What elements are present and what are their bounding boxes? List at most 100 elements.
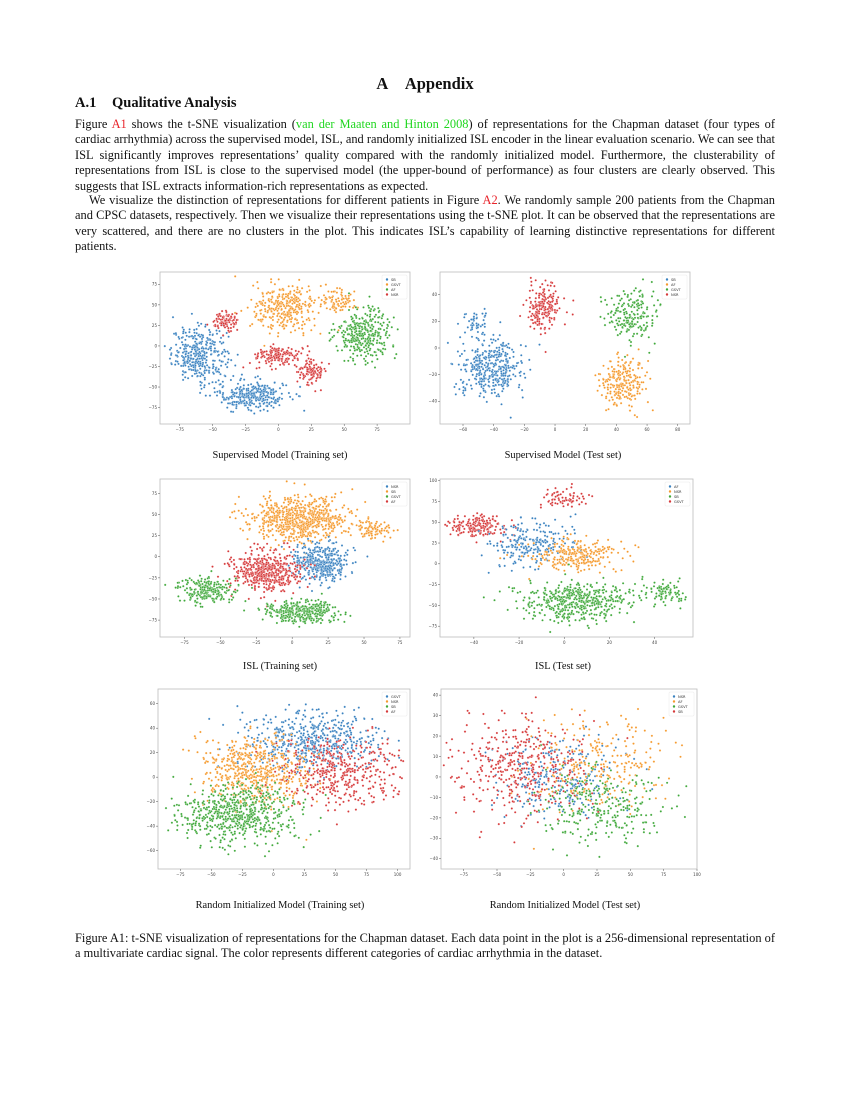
y-tick-label: −75 (429, 624, 438, 629)
subsection-number: A.1 (75, 95, 97, 111)
y-tick-label: 0 (434, 345, 437, 350)
y-tick-label: −40 (429, 399, 438, 404)
legend-label: SB (391, 278, 396, 282)
x-tick-label: −40 (470, 640, 479, 645)
y-tick-label: 40 (432, 292, 438, 297)
x-tick-label: −75 (176, 427, 185, 432)
legend-marker-icon (385, 500, 389, 503)
legend-label: AF (678, 700, 683, 704)
plot-panel-random-train: −75 −50 −25 0 25 50 75 100 −60 −40 −20 0 20 40 60 GSVT N… (145, 686, 420, 891)
x-tick-label: −25 (252, 640, 261, 645)
y-tick-label: 0 (152, 775, 155, 780)
legend-label: GSVT (674, 500, 685, 504)
legend-marker-icon (385, 695, 389, 698)
legend-label: NSR (674, 490, 682, 494)
x-tick-label: −50 (208, 427, 217, 432)
y-tick-label: 75 (432, 499, 438, 504)
x-tick-label: −20 (515, 640, 524, 645)
x-tick-label: −25 (241, 427, 250, 432)
legend-label: NSR (391, 293, 399, 297)
legend-marker-icon (668, 485, 672, 488)
subsection-title-text: Qualitative Analysis (112, 95, 237, 111)
y-tick-label: 50 (432, 520, 438, 525)
legend-marker-icon (385, 293, 389, 296)
legend-marker-icon (385, 700, 389, 703)
x-tick-label: 25 (326, 640, 332, 645)
data-points (163, 480, 399, 629)
y-tick-label: 10 (433, 754, 439, 759)
y-tick-label: −10 (430, 795, 439, 800)
x-tick-label: 20 (583, 427, 589, 432)
x-tick-label: −40 (489, 427, 498, 432)
citation-link[interactable]: van der Maaten and Hinton 2008 (295, 117, 469, 131)
x-tick-label: 75 (375, 427, 381, 432)
legend-marker-icon (672, 695, 676, 698)
legend-marker-icon (385, 288, 389, 291)
legend-marker-icon (385, 490, 389, 493)
legend-marker-icon (665, 283, 669, 286)
y-tick-label: 40 (150, 726, 156, 731)
y-tick-label: −40 (147, 824, 156, 829)
panel-caption: ISL (Test set) (534, 661, 592, 672)
legend-marker-icon (665, 278, 669, 281)
plot-panel-isl-train: −75 −50 −25 0 25 50 75 −75 −50 −25 0 25 50 75 NSR SB GSV… (145, 476, 420, 656)
panel-caption: Random Initialized Model (Training set) (195, 900, 365, 911)
y-tick-label: −40 (430, 856, 439, 861)
y-tick-label: −25 (149, 575, 158, 580)
y-tick-label: 25 (152, 323, 158, 328)
plot-panel-isl-test: −40 −20 0 20 40 −75 −50 −25 0 25 50 75 100 AF NSR SB GSV… (425, 476, 703, 656)
legend-label: AF (391, 500, 396, 504)
legend-marker-icon (385, 705, 389, 708)
y-tick-label: −30 (430, 836, 439, 841)
y-tick-label: −20 (147, 799, 156, 804)
legend-marker-icon (668, 500, 672, 503)
y-tick-label: −75 (149, 405, 158, 410)
legend-label: AF (674, 485, 679, 489)
figure-ref-link[interactable]: A1 (111, 117, 127, 131)
y-tick-label: −50 (149, 384, 158, 389)
x-tick-label: 75 (364, 872, 370, 877)
legend-label: GSVT (391, 495, 402, 499)
y-tick-label: 25 (152, 533, 158, 538)
scatter-plot: −75 −50 −25 0 25 50 75 −75 −50 −25 0 25 50 75 NSRSBGSV… (149, 478, 411, 645)
legend-marker-icon (672, 710, 676, 713)
x-tick-label: 50 (342, 427, 348, 432)
y-tick-label: −50 (429, 603, 438, 608)
y-tick-label: 20 (433, 733, 439, 738)
figure-ref-link[interactable]: A2 (482, 193, 498, 207)
section-title: A Appendix (0, 74, 850, 94)
x-tick-label: 50 (333, 872, 339, 877)
y-tick-label: 0 (435, 774, 438, 779)
x-tick-label: 25 (594, 872, 600, 877)
legend-label: AF (391, 710, 396, 714)
legend-marker-icon (668, 490, 672, 493)
panel-caption: Random Initialized Model (Test set) (489, 900, 641, 911)
x-tick-label: −50 (207, 872, 216, 877)
legend-label: NSR (678, 695, 686, 699)
section-number: A (376, 74, 389, 93)
x-tick-label: 40 (614, 427, 620, 432)
x-tick-label: 60 (645, 427, 651, 432)
x-tick-label: −75 (180, 640, 189, 645)
legend-label: SB (671, 278, 676, 282)
legend-label: GSVT (678, 705, 689, 709)
x-tick-label: −20 (520, 427, 529, 432)
plot-panel-random-test: −75 −50 −25 0 25 50 75 100 −40 −30 −20 −10 0 10 20 30 40… (425, 686, 707, 891)
y-tick-label: 25 (432, 540, 438, 545)
x-tick-label: 100 (394, 872, 402, 877)
x-tick-label: −25 (238, 872, 247, 877)
paragraph-2: We visualize the distinction of represen… (75, 193, 775, 255)
y-tick-label: 50 (152, 512, 158, 517)
data-points (446, 276, 662, 419)
x-tick-label: −75 (176, 872, 185, 877)
legend-marker-icon (385, 485, 389, 488)
scatter-plot: −40 −20 0 20 40 −75 −50 −25 0 25 50 75 100 AFNSRSBGSV… (429, 478, 694, 645)
y-tick-label: 40 (433, 693, 439, 698)
paragraph-text: Figure (75, 117, 112, 131)
x-tick-label: 0 (277, 427, 280, 432)
x-tick-label: −25 (526, 872, 535, 877)
legend-label: NSR (391, 700, 399, 704)
panel-caption: Supervised Model (Test set) (504, 450, 622, 461)
scatter-plot: −75 −50 −25 0 25 50 75 100 −40 −30 −20 −10 0 10 20 30 40… (430, 688, 701, 877)
y-tick-label: 0 (154, 343, 157, 348)
